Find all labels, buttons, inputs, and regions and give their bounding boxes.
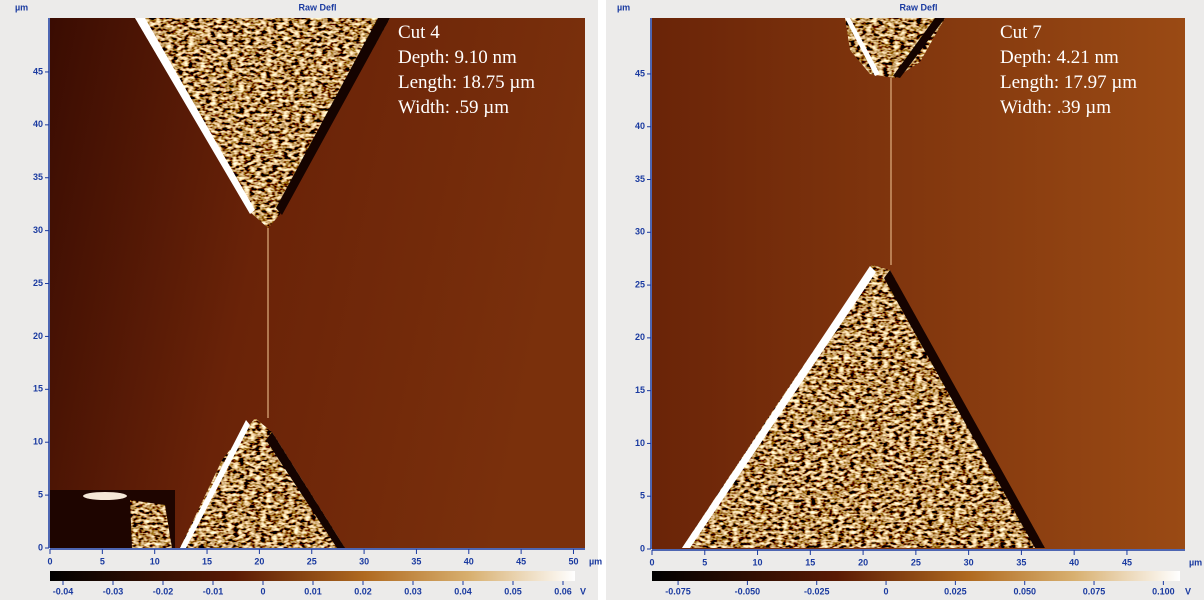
y-tick-label: 20	[635, 332, 645, 342]
annotation: Cut 4	[398, 22, 440, 43]
colorbar	[50, 571, 575, 581]
annotation: Cut 7	[1000, 22, 1042, 43]
y-tick-label: 20	[33, 331, 43, 341]
x-tick-label: 40	[1069, 557, 1079, 567]
y-tick-label: 5	[38, 489, 43, 499]
colorbar-tick-label: -0.04	[53, 586, 74, 596]
x-tick-label: 35	[411, 556, 421, 566]
colorbar-unit: V	[1185, 586, 1191, 596]
colorbar-unit: V	[580, 586, 586, 596]
colorbar-tick-label: 0.025	[944, 586, 967, 596]
x-tick-label: 30	[964, 557, 974, 567]
annotation: Depth: 9.10 nm	[398, 47, 517, 68]
colorbar-tick-label: 0.03	[404, 586, 422, 596]
y-tick-label: 35	[33, 172, 43, 182]
colorbar-tick-label: 0.01	[304, 586, 322, 596]
colorbar-tick-label: -0.02	[153, 586, 174, 596]
y-tick-label: 0	[640, 543, 645, 553]
x-tick-label: 45	[516, 556, 526, 566]
colorbar-tick-label: -0.01	[203, 586, 224, 596]
colorbar-tick-label: 0.05	[504, 586, 522, 596]
x-tick-label: 35	[1016, 557, 1026, 567]
colorbar-tick-label: 0.100	[1152, 586, 1175, 596]
debris	[83, 492, 127, 500]
colorbar-tick-label: 0.075	[1083, 586, 1106, 596]
x-unit: µm	[1189, 557, 1202, 567]
y-tick-label: 35	[635, 174, 645, 184]
annotation: Width: .59 µm	[398, 97, 509, 118]
y-tick-label: 5	[640, 491, 645, 501]
colorbar-tick-label: 0.050	[1013, 586, 1036, 596]
colorbar-tick-label: -0.050	[735, 586, 761, 596]
y-tick-label: 25	[33, 278, 43, 288]
y-tick-label: 40	[635, 121, 645, 131]
x-tick-label: 30	[359, 556, 369, 566]
y-unit: µm	[617, 2, 630, 12]
y-tick-label: 0	[38, 542, 43, 552]
image-title: Raw Defl	[298, 2, 336, 12]
colorbar-tick-label: -0.075	[665, 586, 691, 596]
figure: Raw Defl µm 0 5 10 15 20 25 30 35 40 45 0 5 10 15 20 25 30…	[0, 0, 1204, 600]
colorbar-tick-label: -0.025	[804, 586, 830, 596]
y-tick-label: 15	[33, 384, 43, 394]
x-tick-label: 20	[858, 557, 868, 567]
x-tick-label: 15	[805, 557, 815, 567]
annotation: Length: 17.97 µm	[1000, 72, 1137, 93]
x-tick-label: 10	[150, 556, 160, 566]
x-tick-label: 5	[702, 557, 707, 567]
colorbar-tick-label: 0.06	[554, 586, 572, 596]
x-unit: µm	[589, 556, 602, 566]
x-tick-label: 25	[911, 557, 921, 567]
y-tick-label: 30	[635, 227, 645, 237]
x-tick-label: 10	[753, 557, 763, 567]
colorbar-tick-label: 0.04	[454, 586, 472, 596]
colorbar-tick-label: 0	[260, 586, 265, 596]
x-tick-label: 0	[47, 556, 52, 566]
y-tick-label: 10	[33, 437, 43, 447]
annotation: Depth: 4.21 nm	[1000, 47, 1119, 68]
colorbar-tick-label: 0	[884, 586, 889, 596]
colorbar-tick-label: 0.02	[354, 586, 372, 596]
y-tick-label: 15	[635, 385, 645, 395]
x-tick-label: 5	[100, 556, 105, 566]
y-tick-label: 10	[635, 438, 645, 448]
annotation: Width: .39 µm	[1000, 97, 1111, 118]
colorbar	[652, 571, 1180, 581]
y-tick-label: 40	[33, 119, 43, 129]
x-tick-label: 45	[1122, 557, 1132, 567]
x-tick-label: 15	[202, 556, 212, 566]
y-tick-label: 30	[33, 225, 43, 235]
y-tick-label: 45	[33, 66, 43, 76]
y-tick-label: 45	[635, 68, 645, 78]
x-tick-label: 50	[568, 556, 578, 566]
colorbar-tick-label: -0.03	[103, 586, 124, 596]
x-tick-label: 0	[649, 557, 654, 567]
x-tick-label: 25	[307, 556, 317, 566]
x-tick-label: 20	[254, 556, 264, 566]
y-tick-label: 25	[635, 279, 645, 289]
y-unit: µm	[15, 2, 28, 12]
annotation: Length: 18.75 µm	[398, 72, 535, 93]
x-tick-label: 40	[464, 556, 474, 566]
image-title: Raw Defl	[899, 2, 937, 12]
